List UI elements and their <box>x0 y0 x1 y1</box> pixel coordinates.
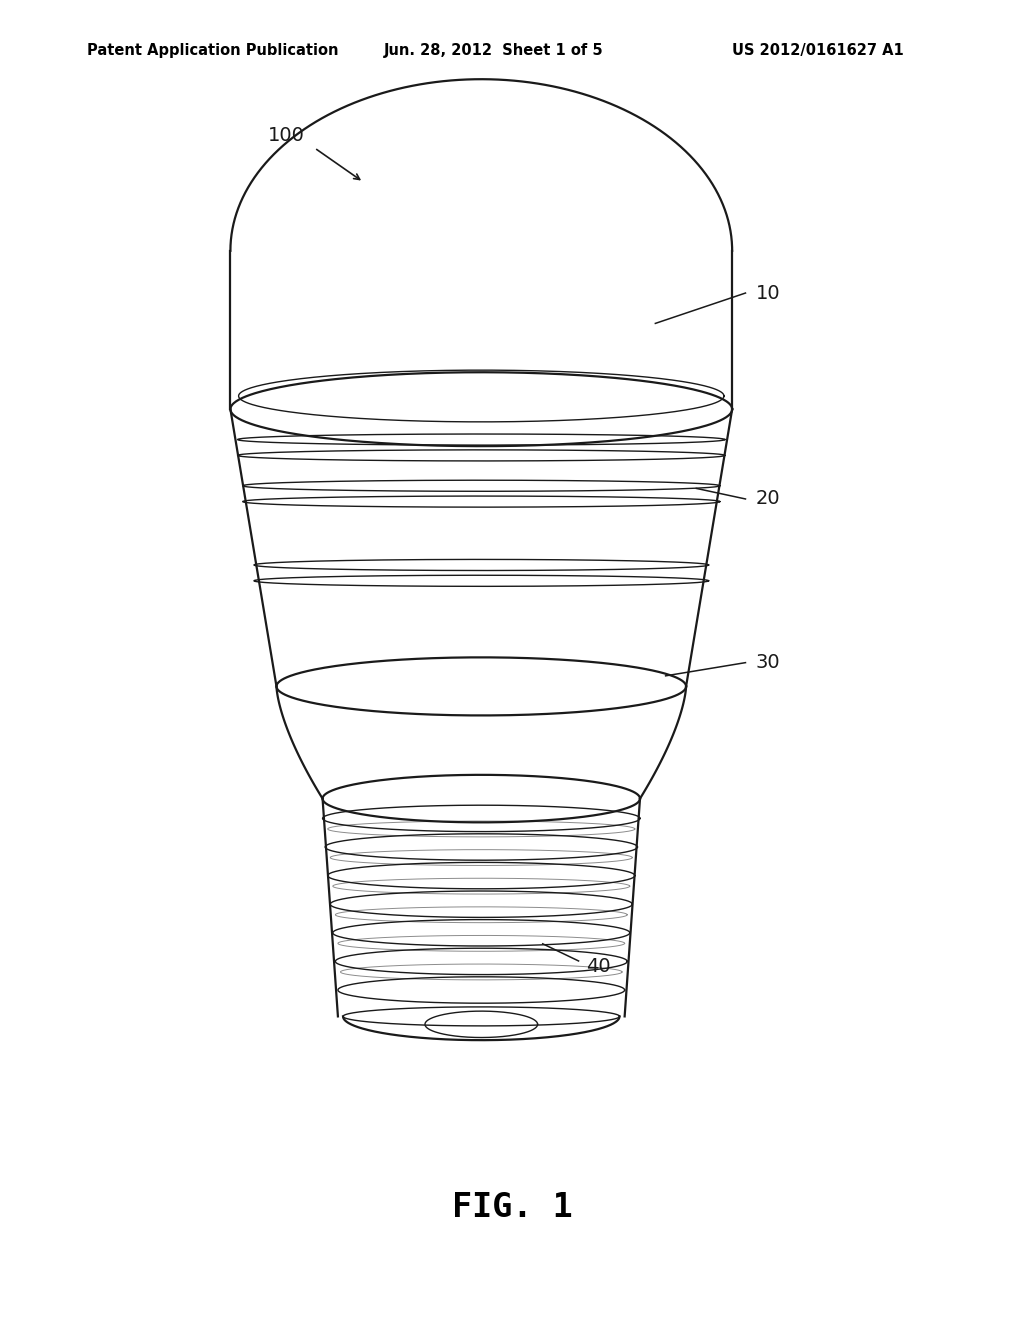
Text: 10: 10 <box>756 284 780 302</box>
Text: US 2012/0161627 A1: US 2012/0161627 A1 <box>732 42 904 58</box>
Text: 100: 100 <box>268 127 305 145</box>
Text: 40: 40 <box>586 957 610 975</box>
Text: 20: 20 <box>756 490 780 508</box>
Text: Jun. 28, 2012  Sheet 1 of 5: Jun. 28, 2012 Sheet 1 of 5 <box>384 42 603 58</box>
Text: Patent Application Publication: Patent Application Publication <box>87 42 339 58</box>
Text: 30: 30 <box>756 653 780 672</box>
Text: FIG. 1: FIG. 1 <box>452 1191 572 1225</box>
